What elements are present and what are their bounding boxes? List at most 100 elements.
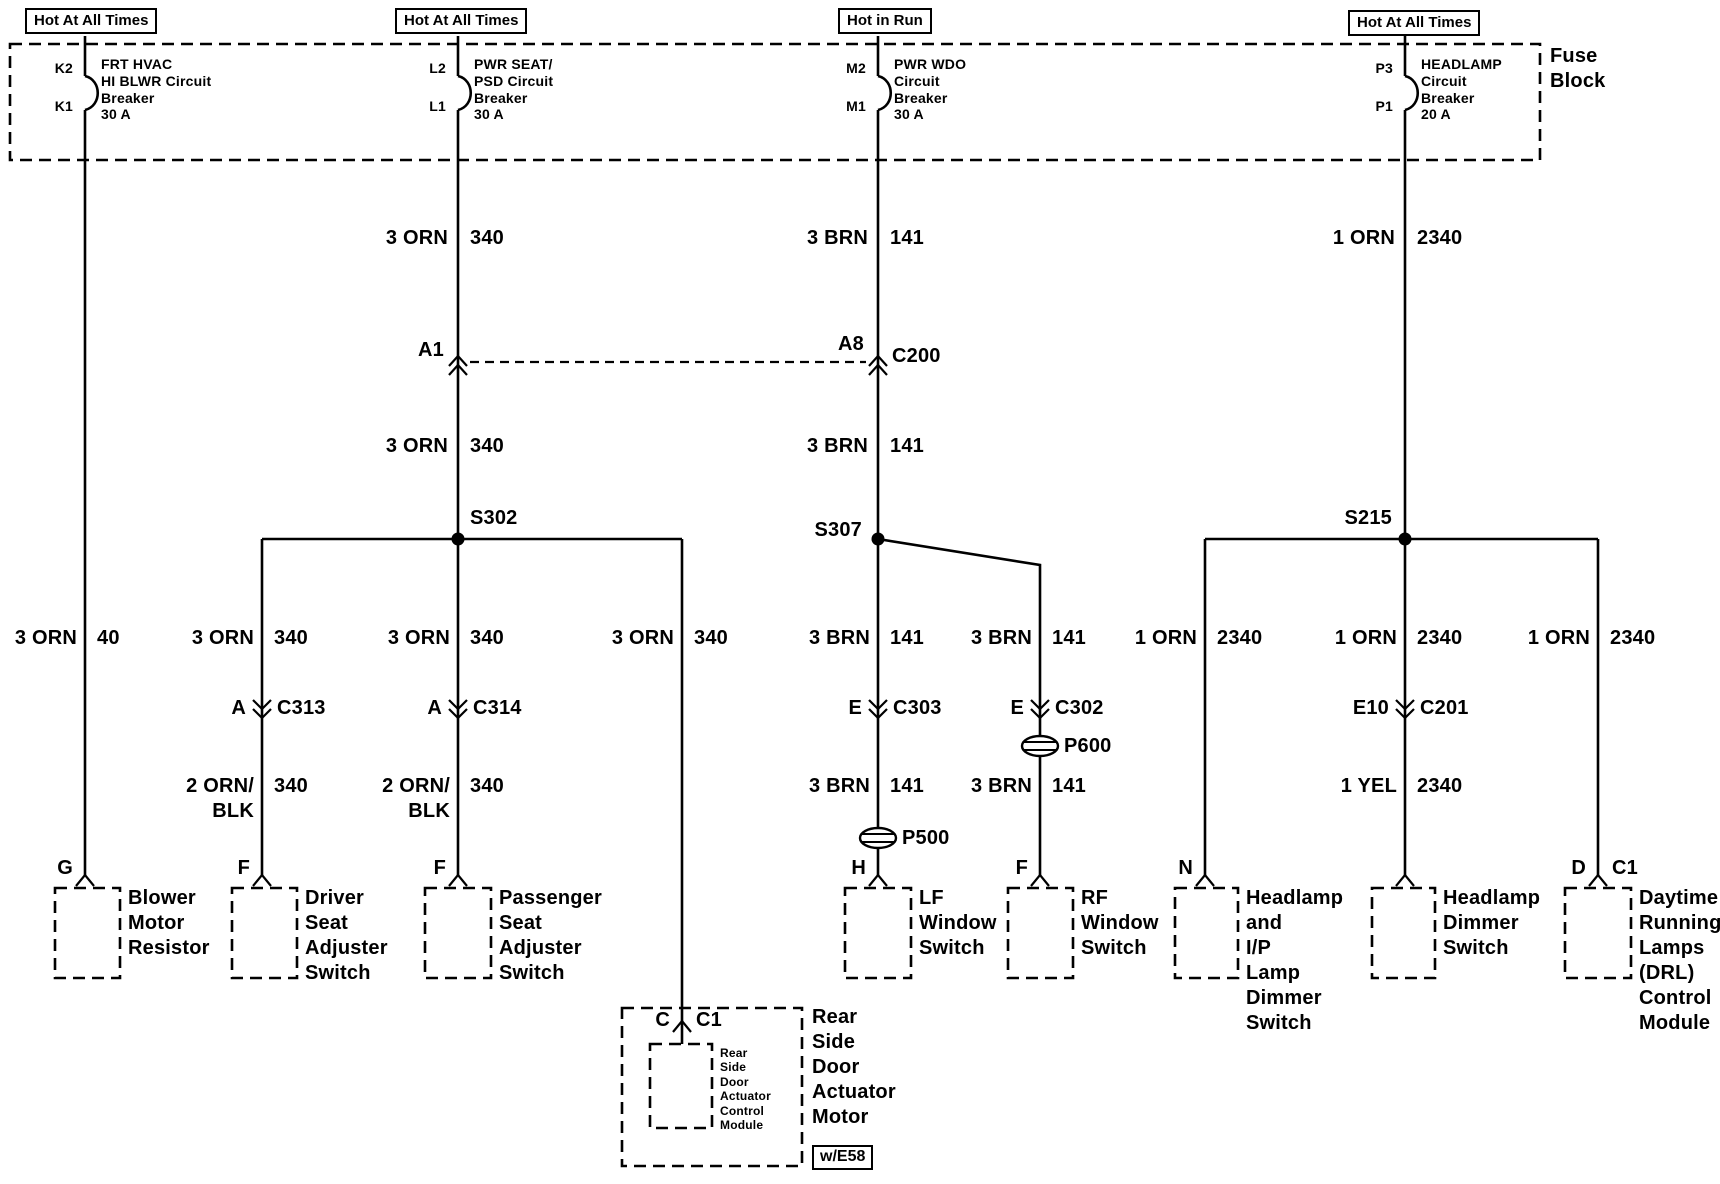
pin-g-icon <box>75 873 95 887</box>
pin-f-rf-icon <box>1030 873 1050 887</box>
pin-n-icon <box>1195 873 1215 887</box>
breaker1-pin-top: K2 <box>54 60 73 76</box>
wire-circuit-label: 2340 <box>1417 775 1463 797</box>
inline-connector-icons <box>252 354 1415 720</box>
connector-c201-icon <box>1395 699 1415 720</box>
wire-color-label: 1 ORN <box>1332 227 1395 249</box>
splice-s307-label: S307 <box>814 519 862 541</box>
wire-circuit-label: 40 <box>97 627 120 649</box>
wire-circuit-label: 340 <box>694 627 728 649</box>
wire-circuit-label: 2340 <box>1417 627 1463 649</box>
pin-f-driver-label: F <box>237 857 250 879</box>
component-label-rear-door-inner: Rear Side Door Actuator Control Module <box>720 1046 771 1132</box>
wire-color-label: 3 ORN <box>387 627 450 649</box>
fuse-block-outline <box>8 42 1542 162</box>
power-feed-label-headlamp: Hot At All Times <box>1348 10 1481 36</box>
pin-d-c1-icon <box>1588 873 1608 887</box>
pin-c-rear-label: C <box>655 1009 670 1031</box>
wire-circuit-label: 340 <box>470 227 504 249</box>
wire-color-label: 3 BRN <box>806 227 868 249</box>
connector-c302-icon <box>1030 699 1050 720</box>
wire-color-label: 3 BRN <box>808 627 870 649</box>
wire-color-label: 3 ORN <box>191 627 254 649</box>
wire-circuit-label: 141 <box>1052 627 1086 649</box>
breaker2-pin-bottom: L1 <box>429 98 446 114</box>
component-label-rf-window: RF Window Switch <box>1081 887 1159 959</box>
connector-c302-name: C302 <box>1055 697 1104 719</box>
breaker3-name: PWR WDO Circuit Breaker 30 A <box>894 56 967 123</box>
dashed-boxes <box>8 42 1633 1168</box>
breaker1-pin-bottom: K1 <box>54 98 73 114</box>
box-blower-motor-resistor <box>53 886 122 980</box>
breaker3-pin-top: M2 <box>846 60 866 76</box>
box-drl-control-module <box>1563 886 1633 980</box>
pin-f-passenger-label: F <box>433 857 446 879</box>
wire-circuit-label: 340 <box>470 435 504 457</box>
pin-c-c1-rear-icon <box>672 1019 692 1033</box>
power-feed-label-pwr-seat: Hot At All Times <box>395 8 528 34</box>
wire-circuit-label: 340 <box>470 775 504 797</box>
wire-circuit-label: 2340 <box>1417 227 1463 249</box>
wire-color-label: 3 BRN <box>808 775 870 797</box>
component-label-rear-door-outer: Rear Side Door Actuator Motor <box>812 1006 896 1128</box>
power-feed-label-hvac: Hot At All Times <box>25 8 158 34</box>
box-rear-door-module-outer <box>620 1006 804 1168</box>
connector-c303-name: C303 <box>893 697 942 719</box>
pin-g-label: G <box>57 857 73 879</box>
breaker1-name: FRT HVAC HI BLWR Circuit Breaker 30 A <box>101 56 212 123</box>
connector-a8-icon <box>868 354 888 376</box>
connector-c302-pin: E <box>1010 697 1024 719</box>
breaker2-name: PWR SEAT/ PSD Circuit Breaker 30 A <box>474 56 554 123</box>
wire-circuit-label: 141 <box>890 627 924 649</box>
splice-s307-dot <box>871 532 885 546</box>
wire-color-label: 3 BRN <box>970 775 1032 797</box>
component-label-hl-dimmer: Headlamp Dimmer Switch <box>1443 887 1541 959</box>
wire-color-label: 2 ORN/ BLK <box>382 775 450 822</box>
splice-s215-dot <box>1398 532 1412 546</box>
wire-circuit-label: 2340 <box>1610 627 1656 649</box>
grommet-p500-icon <box>858 826 898 850</box>
connector-a1-label: A1 <box>418 339 444 361</box>
pin-h-icon <box>868 873 888 887</box>
connector-c201-name: C201 <box>1420 697 1469 719</box>
wire-circuit-label: 141 <box>890 227 924 249</box>
connector-c200-label: C200 <box>892 345 941 367</box>
wire-color-label: 1 ORN <box>1134 627 1197 649</box>
component-label-passenger-seat: Passenger Seat Adjuster Switch <box>499 887 602 984</box>
box-lf-window-switch <box>843 886 913 980</box>
wire-color-label: 3 ORN <box>14 627 77 649</box>
pin-dimmer-icon <box>1395 873 1415 887</box>
connector-a8-label: A8 <box>838 333 864 355</box>
connector-c313-pin: A <box>231 697 246 719</box>
wire-circuit-label: 141 <box>1052 775 1086 797</box>
pin-n-label: N <box>1178 857 1193 879</box>
wire-circuit-label: 340 <box>470 627 504 649</box>
wire-circuit-label: 141 <box>890 775 924 797</box>
option-badge-we58: w/E58 <box>812 1145 874 1170</box>
wire-color-label: 1 ORN <box>1334 627 1397 649</box>
breaker4-pin-top: P3 <box>1375 60 1393 76</box>
splice-s215-label: S215 <box>1344 507 1392 529</box>
pin-f-rf-label: F <box>1015 857 1028 879</box>
component-label-blower: Blower Motor Resistor <box>128 887 210 959</box>
wire-color-label: 3 BRN <box>806 435 868 457</box>
wire-circuit-label: 340 <box>274 775 308 797</box>
wire-color-label: 1 ORN <box>1527 627 1590 649</box>
wire-color-label: 2 ORN/ BLK <box>186 775 254 822</box>
grommet-p600-label: P600 <box>1064 735 1112 757</box>
connector-c303-pin: E <box>848 697 862 719</box>
wire-circuit-label: 141 <box>890 435 924 457</box>
box-driver-seat-switch <box>230 886 299 980</box>
breaker4-name: HEADLAMP Circuit Breaker 20 A <box>1421 56 1502 123</box>
connector-c313-icon <box>252 699 272 720</box>
box-rear-door-module-inner <box>648 1042 714 1130</box>
connector-a1-icon <box>448 354 468 376</box>
pin-f-passenger-icon <box>448 873 468 887</box>
connector-c201-pin: E10 <box>1352 697 1389 719</box>
splice-s302-dot <box>451 532 465 546</box>
pin-h-label: H <box>851 857 866 879</box>
connector-c303-icon <box>868 699 888 720</box>
box-rf-window-switch <box>1006 886 1075 980</box>
